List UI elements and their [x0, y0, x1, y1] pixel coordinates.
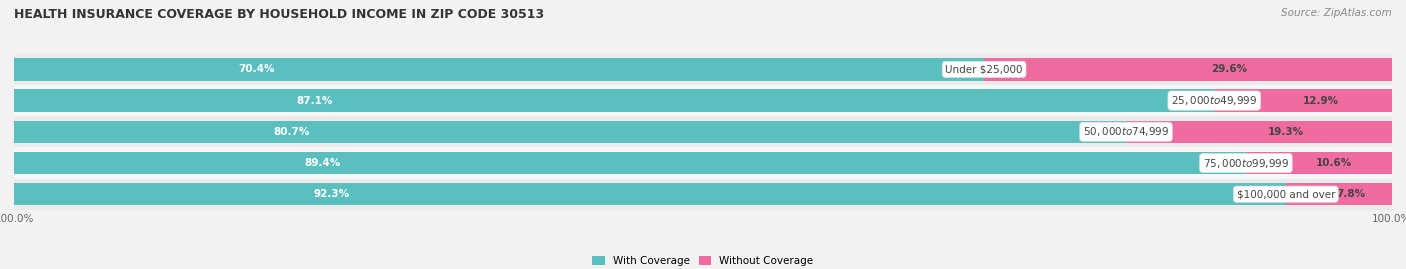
Bar	[14, 179, 1392, 210]
Text: 80.7%: 80.7%	[274, 127, 311, 137]
Bar	[1286, 183, 1393, 206]
Bar	[14, 183, 1286, 206]
Text: 70.4%: 70.4%	[238, 64, 274, 75]
Bar	[1215, 89, 1392, 112]
Bar	[14, 116, 1392, 147]
Text: 29.6%: 29.6%	[1211, 64, 1247, 75]
Text: 10.6%: 10.6%	[1316, 158, 1351, 168]
Bar	[14, 58, 984, 81]
Bar	[14, 121, 1126, 143]
Text: 89.4%: 89.4%	[304, 158, 340, 168]
Bar	[1126, 121, 1392, 143]
Legend: With Coverage, Without Coverage: With Coverage, Without Coverage	[588, 252, 818, 269]
Text: $75,000 to $99,999: $75,000 to $99,999	[1202, 157, 1289, 169]
Bar	[984, 58, 1392, 81]
Text: $25,000 to $49,999: $25,000 to $49,999	[1171, 94, 1257, 107]
Text: Source: ZipAtlas.com: Source: ZipAtlas.com	[1281, 8, 1392, 18]
Text: $50,000 to $74,999: $50,000 to $74,999	[1083, 125, 1170, 138]
Bar	[14, 54, 1392, 85]
Text: 87.1%: 87.1%	[295, 95, 332, 106]
Bar	[14, 152, 1246, 174]
Text: 12.9%: 12.9%	[1303, 95, 1339, 106]
Text: HEALTH INSURANCE COVERAGE BY HOUSEHOLD INCOME IN ZIP CODE 30513: HEALTH INSURANCE COVERAGE BY HOUSEHOLD I…	[14, 8, 544, 21]
Bar	[14, 147, 1392, 179]
Bar	[14, 85, 1392, 116]
Text: 7.8%: 7.8%	[1336, 189, 1365, 199]
Text: 92.3%: 92.3%	[314, 189, 350, 199]
Text: $100,000 and over: $100,000 and over	[1237, 189, 1336, 199]
Text: Under $25,000: Under $25,000	[945, 64, 1022, 75]
Bar	[1246, 152, 1392, 174]
Text: 19.3%: 19.3%	[1267, 127, 1303, 137]
Bar	[14, 89, 1215, 112]
